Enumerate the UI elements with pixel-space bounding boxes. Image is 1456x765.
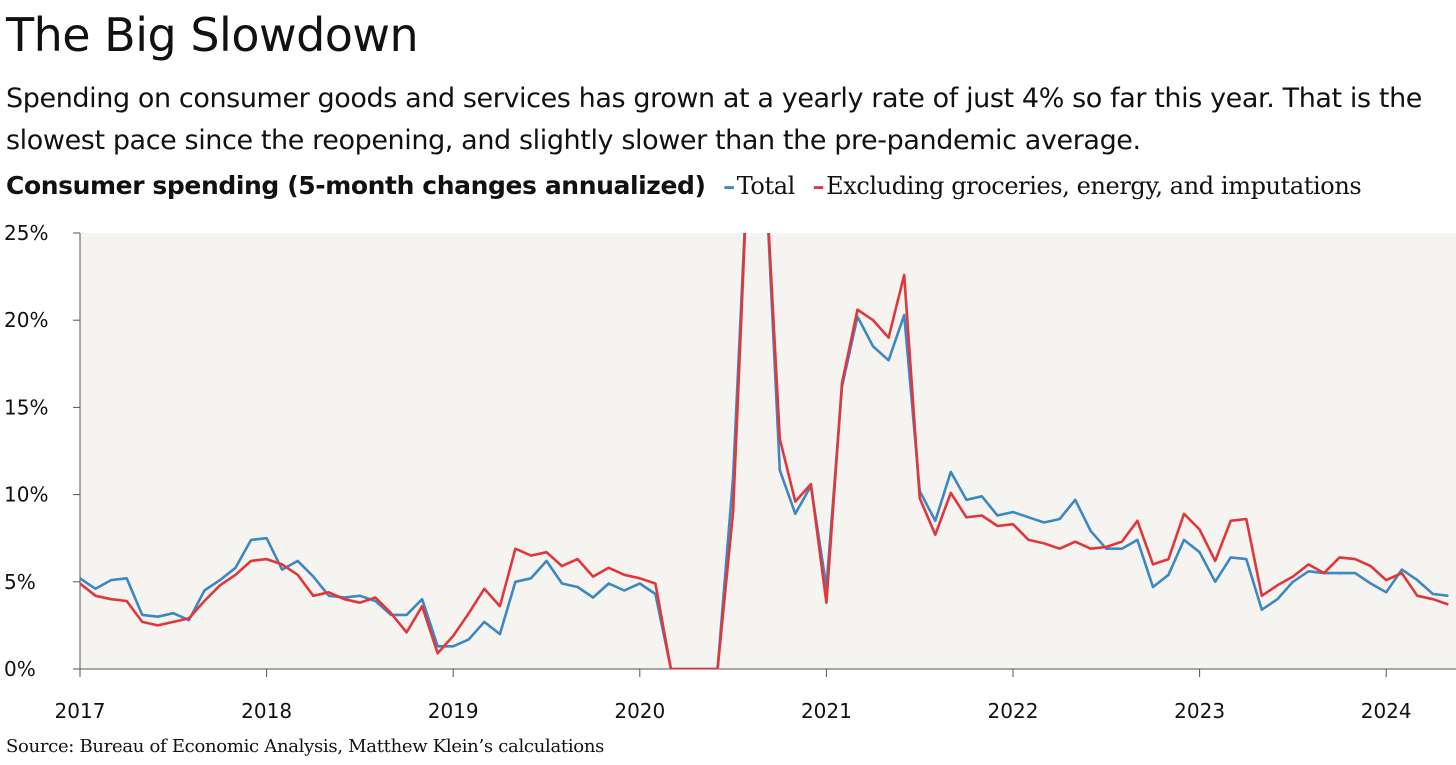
y-tick-label: 5% [4, 570, 36, 594]
page-title: The Big Slowdown [6, 8, 419, 62]
legend-swatch-excluding: – [812, 171, 825, 200]
x-axis-ticks: 2017 2018 2019 2020 2021 2022 2023 2024 [55, 669, 1412, 723]
series-line-excluding [80, 233, 1449, 669]
line-chart: 0% 5% 10% 15% 20% 25% 2017 2018 2019 2020 2021 202… [4, 221, 1456, 723]
x-tick-label: 2017 [55, 699, 106, 723]
series-line-total [80, 233, 1449, 669]
y-tick-label: 20% [4, 308, 48, 332]
legend-label-excluding: Excluding groceries, energy, and imputat… [826, 172, 1362, 200]
x-tick-label: 2023 [1174, 699, 1225, 723]
y-axis-ticks: 0% 5% 10% 15% 20% 25% [4, 221, 80, 681]
y-tick-label: 15% [4, 395, 48, 419]
y-tick-label: 0% [4, 657, 36, 681]
x-tick-label: 2020 [614, 699, 665, 723]
y-tick-label: 10% [4, 483, 48, 507]
chart-title: Consumer spending (5-month changes annua… [6, 171, 706, 200]
legend-label-total: Total [736, 172, 796, 200]
legend-swatch-total: – [723, 171, 735, 200]
source-note: Source: Bureau of Economic Analysis, Mat… [6, 736, 605, 757]
x-tick-label: 2021 [801, 699, 852, 723]
x-tick-label: 2019 [428, 699, 479, 723]
page-subtitle: Spending on consumer goods and services … [6, 83, 1422, 156]
x-tick-label: 2022 [988, 699, 1039, 723]
series-layer [80, 233, 1449, 669]
x-tick-label: 2018 [241, 699, 292, 723]
plot-background [80, 233, 1456, 669]
y-tick-label: 25% [4, 221, 48, 245]
chart-heading-row: Consumer spending (5-month changes annua… [6, 171, 1362, 200]
x-tick-label: 2024 [1361, 699, 1412, 723]
legend-item-excluding: –Excluding groceries, energy, and imputa… [812, 171, 1362, 200]
legend-item-total: –Total [723, 171, 796, 200]
